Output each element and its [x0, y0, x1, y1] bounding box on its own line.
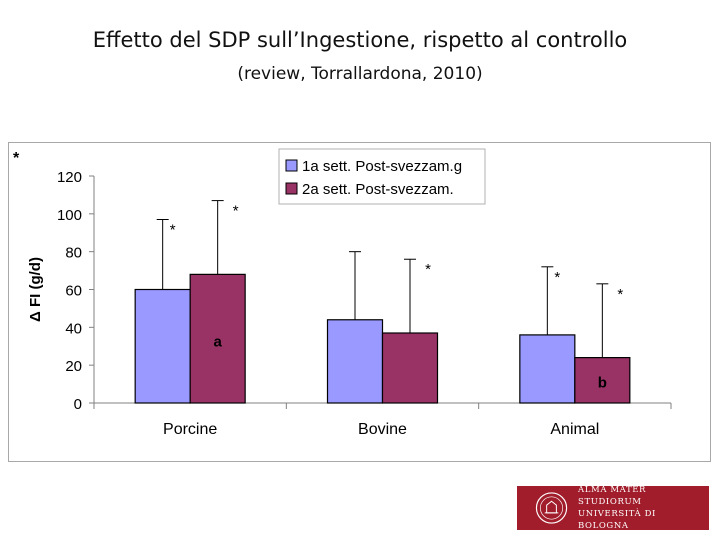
significance-asterisk: * [170, 222, 176, 239]
legend-entry: 2a sett. Post-svezzam. [302, 181, 454, 198]
logo-line-1: ALMA MATER STUDIORUM [578, 485, 647, 507]
logo-line-2: UNIVERSITÀ DI BOLOGNA [578, 509, 656, 531]
y-tick-label: 100 [57, 207, 82, 224]
y-tick-label: 40 [65, 320, 82, 337]
significance-asterisk: * [425, 261, 431, 278]
university-logo: ALMA MATER STUDIORUM UNIVERSITÀ DI BOLOG… [517, 485, 709, 531]
corner-asterisk: * [13, 150, 20, 167]
significance-asterisk: * [617, 286, 623, 303]
legend-box [278, 148, 486, 205]
bar-chart: 0 20 40 60 80 100 120 Δ FI (g/d) Porcine Bovine An… [13, 148, 672, 438]
legend-entry: 1a sett. Post-svezzam.g [302, 158, 462, 175]
significance-asterisk: * [233, 203, 239, 220]
bar-animal-s2 [574, 357, 631, 404]
slide-subtitle: (review, Torrallardona, 2010) [237, 64, 483, 84]
chart-frame: 0 20 40 60 80 100 120 Δ FI (g/d) Porcine Bovine An… [8, 142, 711, 462]
x-tick-label: Bovine [358, 421, 407, 438]
bar-animal-s1 [519, 334, 576, 404]
x-tick-label: Porcine [163, 421, 217, 438]
y-axis-label: Δ FI (g/d) [27, 257, 44, 322]
y-tick-label: 80 [65, 245, 82, 262]
y-tick-label: 60 [65, 283, 82, 300]
slide-title: Effetto del SDP sull’Ingestione, rispett… [92, 28, 628, 52]
group-letter: b [598, 375, 607, 392]
bar-bovine-s1 [326, 319, 384, 404]
x-tick-label: Animal [550, 421, 599, 438]
legend-swatch [285, 159, 298, 172]
y-tick-label: 120 [57, 169, 82, 186]
y-tick-label: 20 [65, 358, 82, 375]
group-letter: a [213, 333, 222, 350]
y-tick-label: 0 [74, 396, 82, 413]
university-seal-icon [535, 492, 568, 524]
bar-porcine-s1 [134, 288, 191, 404]
legend-swatch [285, 182, 298, 195]
significance-asterisk: * [554, 269, 560, 286]
bar-bovine-s2 [381, 332, 439, 404]
